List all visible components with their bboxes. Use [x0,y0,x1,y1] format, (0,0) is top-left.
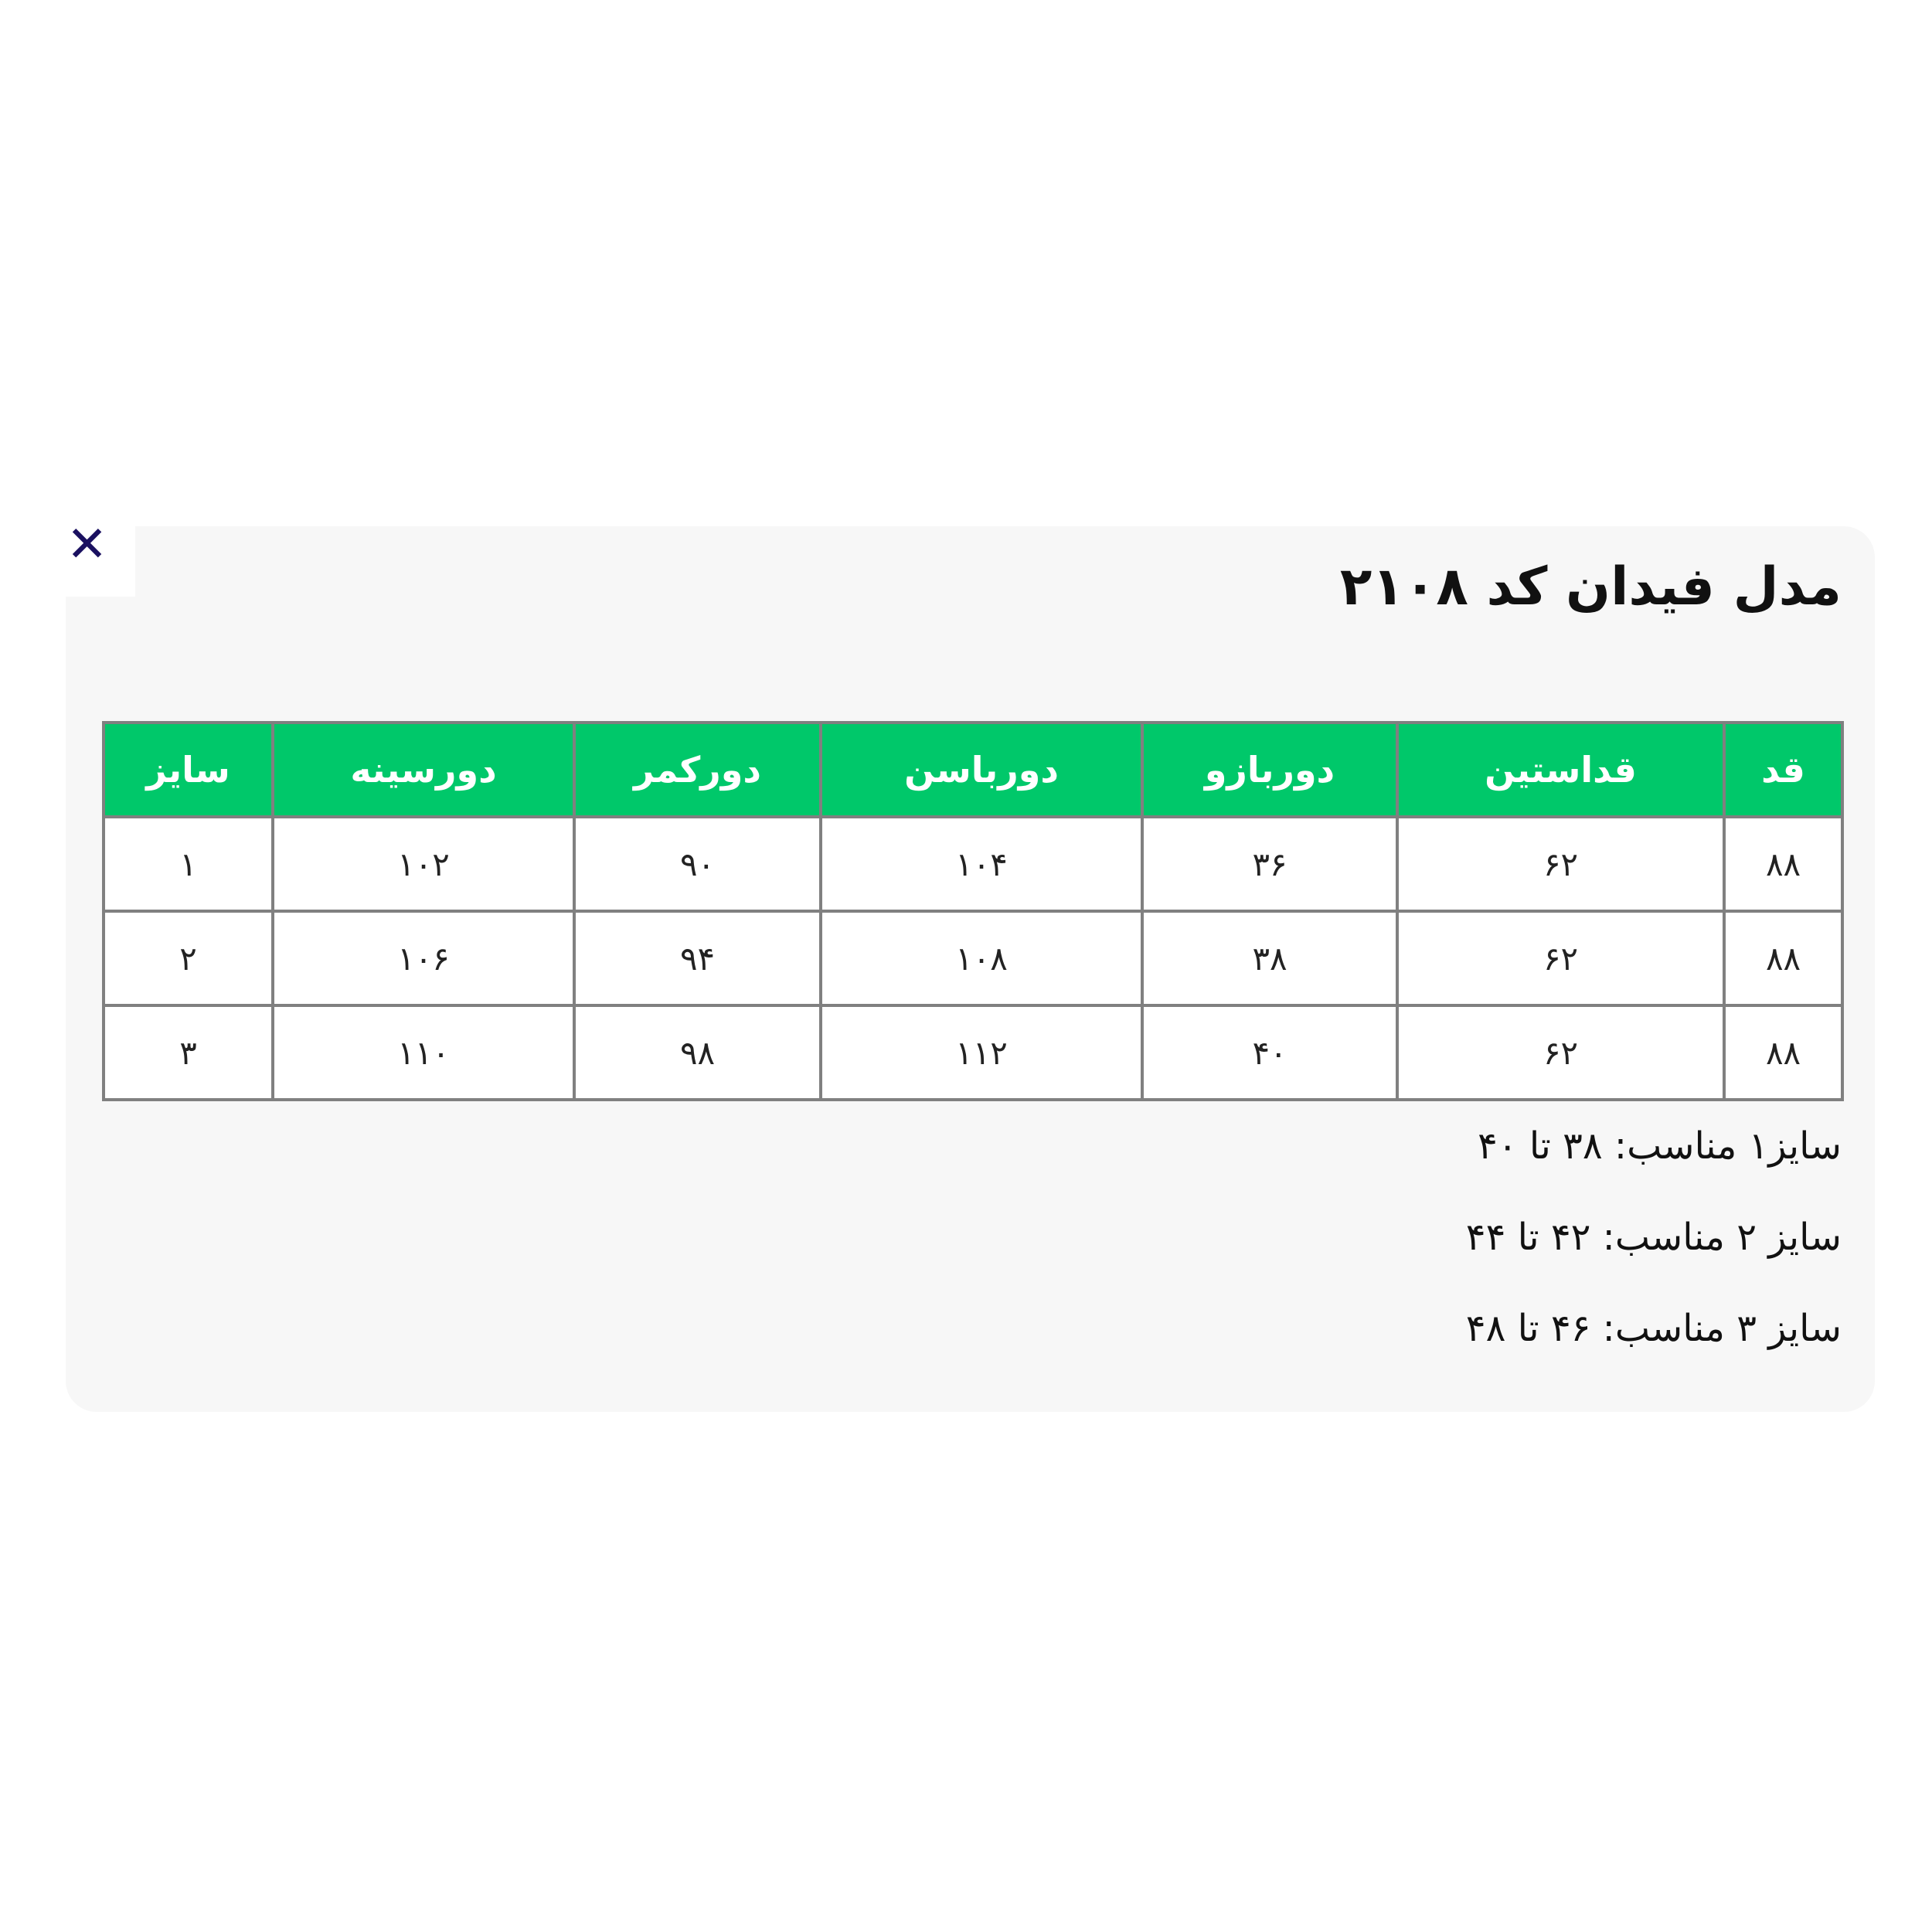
modal-title: مدل فیدان کد ۲۱۰۸ [1339,556,1842,617]
header-leg-length: قداستین [1396,721,1726,818]
table-row: ۸۸ ۶۲ ۳۸ ۱۰۸ ۹۴ ۱۰۶ ۲ [102,910,1844,1007]
table-cell: ۱۰۴ [819,815,1144,913]
size-notes: سایز۱ مناسب: ۳۸ تا ۴۰ سایز ۲ مناسب: ۴۲ ت… [1466,1121,1842,1394]
table-cell: ۱۰۶ [271,910,576,1007]
size-note: سایز۱ مناسب: ۳۸ تا ۴۰ [1478,1124,1842,1168]
table-cell: ۱۱۲ [819,1004,1144,1101]
header-height: قد [1723,721,1844,818]
table-cell: ۹۴ [573,910,822,1007]
table-cell: ۳۶ [1141,815,1399,913]
table-cell: ۸۸ [1723,815,1844,913]
size-note: سایز ۳ مناسب: ۴۶ تا ۴۸ [1465,1307,1842,1350]
table-cell: ۳ [102,1004,274,1101]
table-cell: ۱۰۸ [819,910,1144,1007]
table-cell: ۶۲ [1396,910,1726,1007]
header-hip: دورباسن [819,721,1144,818]
size-table: قد قداستین دوربازو دورباسن دورکمر دورسین… [102,721,1844,1101]
header-waist: دورکمر [573,721,822,818]
table-cell: ۳۸ [1141,910,1399,1007]
table-cell: ۸۸ [1723,910,1844,1007]
table-row: ۸۸ ۶۲ ۴۰ ۱۱۲ ۹۸ ۱۱۰ ۳ [102,1004,1844,1101]
size-note: سایز ۲ مناسب: ۴۲ تا ۴۴ [1465,1216,1842,1259]
table-header-row: قد قداستین دوربازو دورباسن دورکمر دورسین… [102,721,1844,818]
header-size: سایز [102,721,274,818]
table-row: ۸۸ ۶۲ ۳۶ ۱۰۴ ۹۰ ۱۰۲ ۱ [102,815,1844,913]
table-cell: ۹۸ [573,1004,822,1101]
table-cell: ۱۰۲ [271,815,576,913]
table-cell: ۶۲ [1396,815,1726,913]
table-cell: ۱۱۰ [271,1004,576,1101]
close-icon[interactable]: ✕ [66,516,108,573]
table-cell: ۱ [102,815,274,913]
header-chest: دورسینه [271,721,576,818]
table-cell: ۸۸ [1723,1004,1844,1101]
close-button[interactable] [66,526,135,597]
table-cell: ۲ [102,910,274,1007]
table-cell: ۹۰ [573,815,822,913]
table-cell: ۴۰ [1141,1004,1399,1101]
table-cell: ۶۲ [1396,1004,1726,1101]
header-arm: دوربازو [1141,721,1399,818]
